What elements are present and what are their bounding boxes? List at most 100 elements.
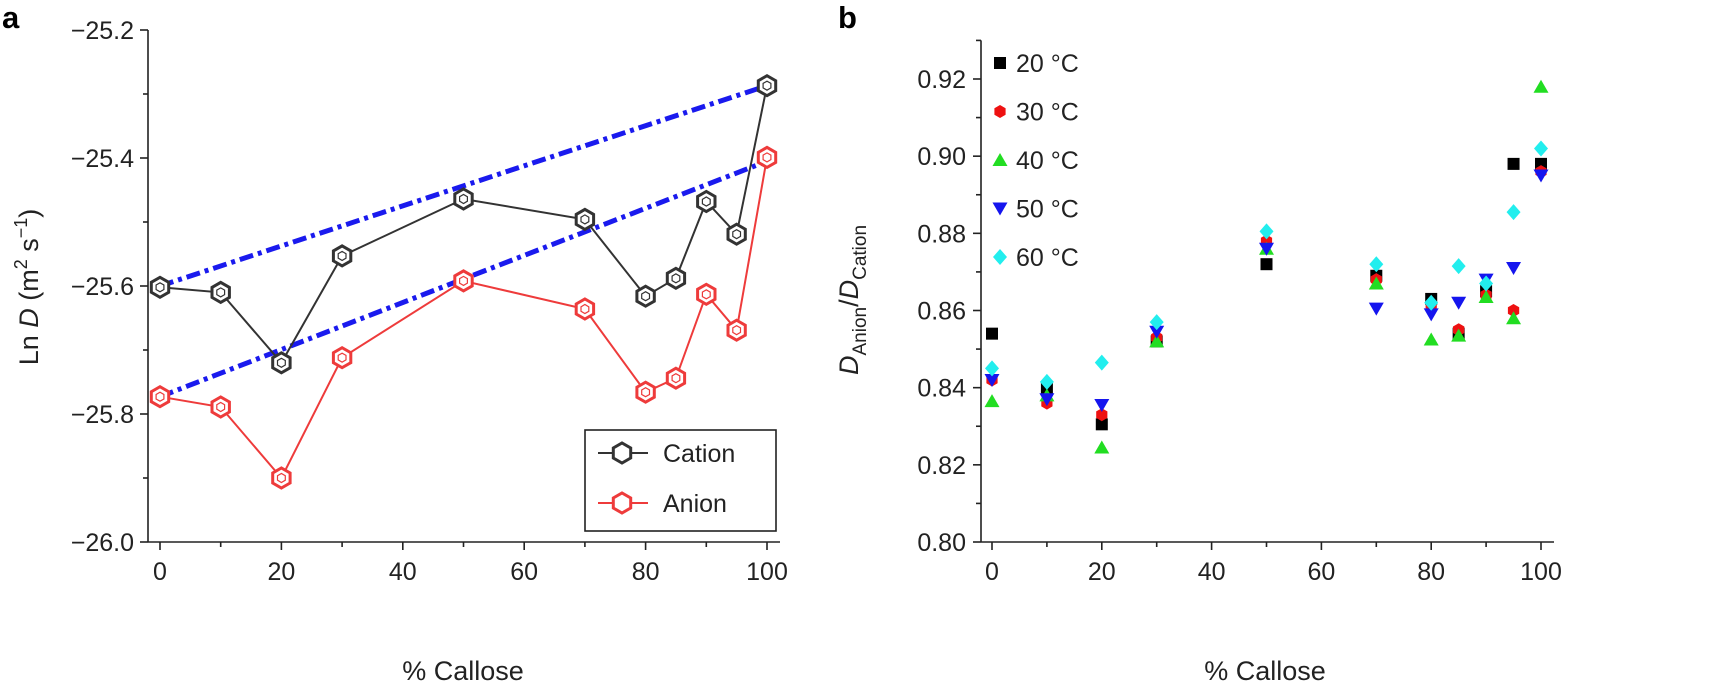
legend-series-60c-label: 60 °C (1016, 244, 1079, 272)
panel-b-x-tick-label: 100 (1520, 558, 1562, 586)
series-60c-point (1479, 275, 1494, 292)
series-40c-point (1533, 79, 1549, 93)
panel-b-x-tick-label: 0 (985, 558, 999, 586)
series-cation-point-inner (732, 229, 742, 240)
series-60c-point (1039, 373, 1054, 390)
legend-series-60c-marker (993, 249, 1007, 265)
series-anion-point-inner (155, 391, 165, 402)
panel-b-letter: b (838, 0, 857, 35)
series-anion-point-inner (216, 401, 226, 413)
legend-anion-label: Anion (663, 490, 727, 518)
panel-b-x-tick-label: 80 (1417, 558, 1445, 586)
legend-series-20c-marker (994, 57, 1006, 69)
series-50c-point (1094, 399, 1110, 413)
series-anion-point (756, 145, 778, 170)
series-anion-point (453, 269, 474, 293)
series-40c-point (1506, 311, 1522, 325)
panel-a-x-tick-label: 100 (746, 558, 788, 586)
series-cation-point (756, 73, 778, 98)
series-cation-point (271, 351, 292, 375)
series-anion-point (635, 380, 656, 404)
series-60c-point (1094, 354, 1109, 371)
series-anion-point (149, 384, 171, 409)
panel-b-axes: 0.80 0.82 0.84 0.86 0.88 0.90 0.92 0 20 40 60 80 100 (917, 39, 1562, 586)
panel-b-x-tick-label: 40 (1198, 558, 1226, 586)
series-anion-point (574, 297, 596, 321)
series-cation-point-inner (641, 291, 651, 302)
series-cation-point-inner (671, 273, 681, 284)
legend-series-40c-label: 40 °C (1016, 147, 1079, 175)
series-anion-point-inner (459, 275, 468, 287)
series-cation-point (726, 222, 747, 246)
series-anion-point-inner (337, 352, 347, 363)
panel-a-y-tick-label: −25.8 (71, 401, 134, 429)
series-anion-point (210, 395, 231, 419)
series-cation-point-inner (337, 250, 347, 262)
panel-b-y-tick-label: 0.86 (917, 298, 966, 326)
series-anion-point (271, 466, 292, 490)
panel-b-y-axis-label: DAnion/DCation (834, 225, 871, 375)
panel-a-axes: −26.0 −25.8 −25.6 −25.4 −25.2 0 20 40 60 80 100 (71, 17, 788, 586)
series-40c-point (1149, 334, 1165, 348)
series-50c-point (1451, 296, 1467, 310)
series-cation-point (149, 275, 171, 300)
series-anion-point (331, 345, 353, 370)
panel-b-y-tick-label: 0.84 (917, 375, 966, 403)
legend-series-50c-label: 50 °C (1016, 196, 1079, 224)
panel-a-y-tick-label: −25.2 (71, 17, 134, 45)
series-30c-point (1096, 408, 1108, 422)
panel-a-x-tick-label: 20 (267, 558, 295, 586)
panel-a-y-tick-label: −25.4 (71, 145, 134, 173)
series-cation-point-inner (276, 357, 286, 368)
series-cation-point-inner (580, 214, 590, 225)
series-20c-point (1095, 418, 1108, 431)
panel-a-x-tick-label: 60 (510, 558, 538, 586)
panel-a-letter: a (2, 0, 20, 35)
series-60c-point (1424, 294, 1439, 311)
series-60c-point (985, 360, 999, 377)
series-50c-point (984, 373, 1000, 387)
series-anion-point-inner (701, 289, 711, 300)
panel-b-y-tick-label: 0.88 (917, 220, 966, 248)
panel-a-y-tick-label: −25.6 (71, 273, 134, 301)
series-cation-point-inner (459, 193, 468, 205)
series-20c-point (1507, 157, 1520, 170)
series-60c-point (1259, 223, 1274, 240)
panel-a-trend-line-2 (159, 158, 768, 400)
series-40c-point (1368, 276, 1384, 290)
series-cation-line (159, 85, 768, 365)
series-50c-point (1149, 325, 1165, 339)
series-50c-point (1506, 262, 1522, 276)
series-60c-point (1369, 256, 1384, 273)
panel-a-trend-line-1 (159, 83, 768, 289)
series-60c-point (1451, 258, 1466, 275)
series-50c-point (1533, 169, 1549, 183)
series-anion-point-inner (580, 303, 590, 315)
legend-series-50c-marker (992, 202, 1008, 216)
series-50c-point (1039, 393, 1055, 407)
series-anion-point-inner (732, 325, 742, 336)
panel-b-plot-area (984, 79, 1549, 454)
legend-anion-marker (611, 491, 633, 515)
legend-series-40c-marker (992, 153, 1008, 166)
series-60c-point (1506, 204, 1521, 221)
panel-a-y-axis-label: Ln D (m2 s−1) (11, 209, 44, 366)
series-20c-point (986, 327, 998, 340)
series-40c-point (1451, 328, 1467, 342)
series-cation-point-inner (216, 287, 226, 298)
series-20c-point (1260, 258, 1273, 271)
series-30c-point (1507, 304, 1520, 317)
series-cation-point (635, 284, 656, 308)
series-50c-point (1368, 302, 1384, 316)
panel-b-x-axis-label: % Callose (1204, 656, 1326, 686)
series-anion-point (665, 366, 687, 390)
series-cation-point (574, 207, 596, 232)
series-40c-point (1094, 440, 1110, 454)
series-anion-point (696, 282, 717, 307)
series-anion-point-inner (276, 472, 286, 484)
panel-a-plot-area (149, 73, 778, 490)
series-anion-point (726, 318, 747, 342)
legend-cation-label: Cation (663, 440, 735, 468)
series-50c-point (1259, 242, 1274, 256)
panel-b: b 0.80 0.82 0.84 0.86 0.88 0.90 0.92 0 20 40 60 80 1… (834, 0, 1562, 686)
